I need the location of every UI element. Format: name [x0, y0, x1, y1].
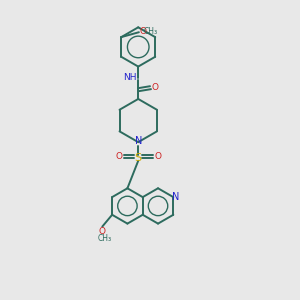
Text: NH: NH	[123, 73, 136, 82]
Text: S: S	[135, 153, 142, 163]
Text: CH₃: CH₃	[144, 27, 158, 36]
Text: N: N	[172, 192, 179, 202]
Text: O: O	[115, 152, 122, 161]
Text: O: O	[154, 152, 161, 161]
Text: O: O	[139, 27, 146, 36]
Text: N: N	[134, 136, 142, 146]
Text: O: O	[99, 227, 106, 236]
Text: O: O	[152, 83, 158, 92]
Text: CH₃: CH₃	[97, 234, 111, 243]
